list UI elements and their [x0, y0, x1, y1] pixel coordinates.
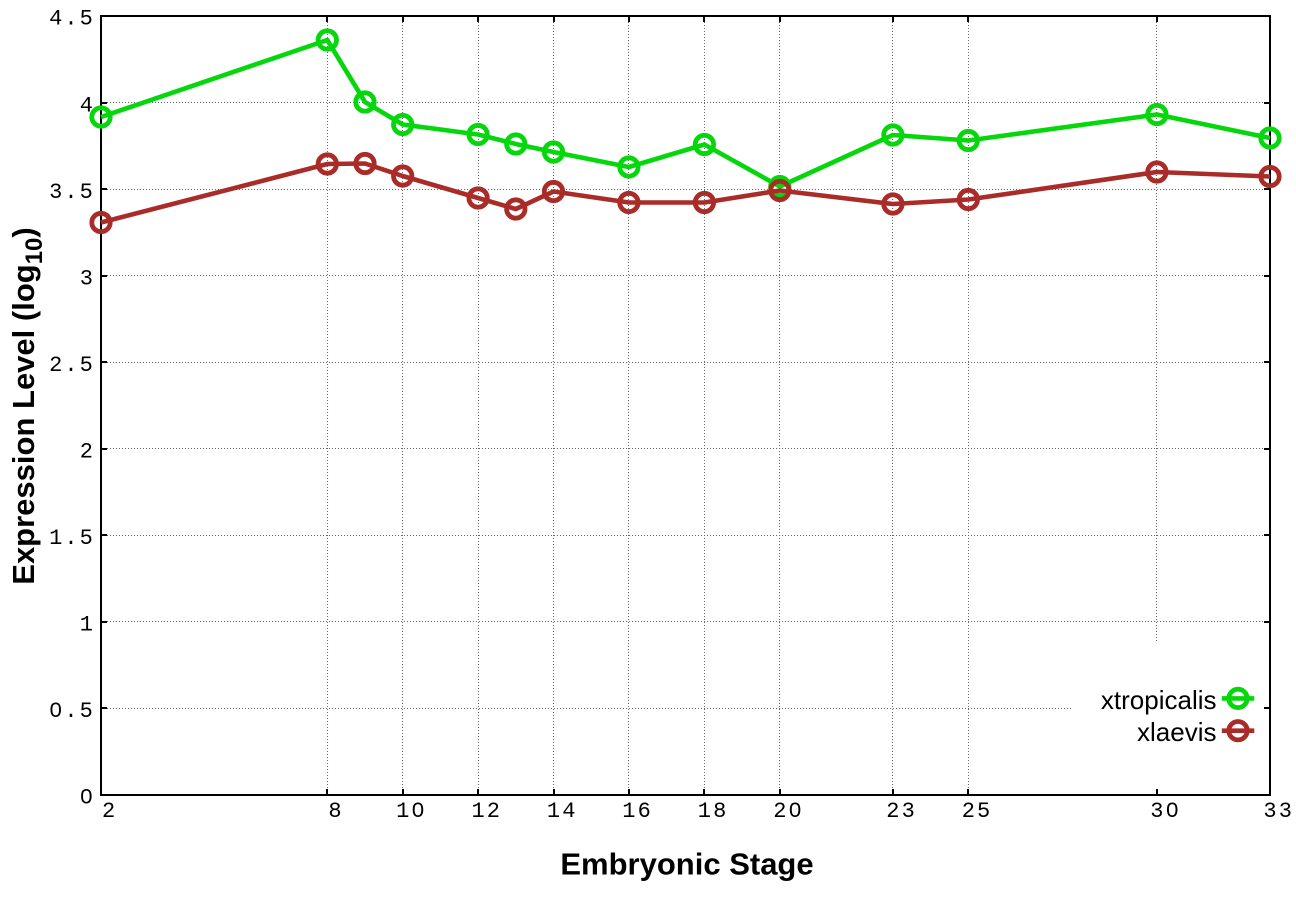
svg-text:xlaevis: xlaevis [1137, 717, 1216, 747]
svg-text:33: 33 [1263, 799, 1294, 824]
svg-text:4.5: 4.5 [49, 7, 95, 32]
svg-text:Embryonic Stage: Embryonic Stage [560, 847, 813, 882]
svg-text:16: 16 [622, 799, 653, 824]
svg-text:20: 20 [773, 799, 804, 824]
svg-text:1.5: 1.5 [49, 526, 95, 551]
svg-text:25: 25 [962, 799, 993, 824]
svg-text:xtropicalis: xtropicalis [1101, 685, 1217, 715]
svg-text:0.5: 0.5 [49, 699, 95, 724]
svg-text:10: 10 [396, 799, 427, 824]
svg-text:3.5: 3.5 [49, 180, 95, 205]
svg-text:4: 4 [80, 93, 95, 118]
svg-text:2: 2 [80, 440, 95, 465]
svg-text:8: 8 [328, 799, 343, 824]
svg-text:2: 2 [102, 799, 117, 824]
svg-text:2.5: 2.5 [49, 353, 95, 378]
svg-text:18: 18 [698, 799, 729, 824]
svg-text:3: 3 [80, 266, 95, 291]
svg-text:1: 1 [80, 613, 95, 638]
svg-text:14: 14 [547, 799, 578, 824]
svg-text:12: 12 [471, 799, 502, 824]
svg-text:30: 30 [1150, 799, 1181, 824]
svg-text:23: 23 [886, 799, 917, 824]
